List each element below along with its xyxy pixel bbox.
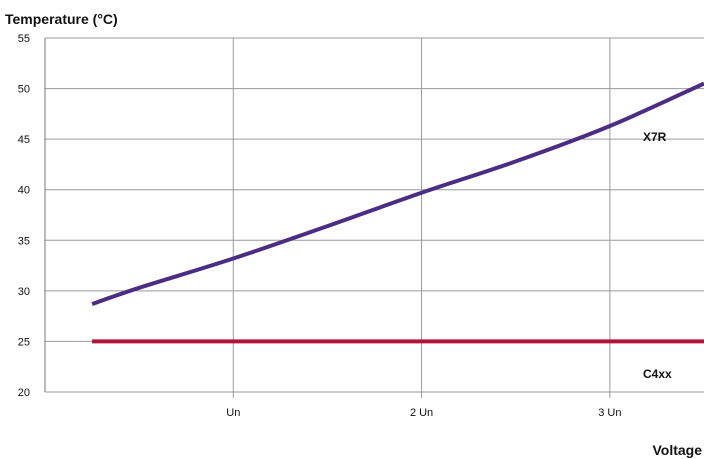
labels: 20 25 30 35 40 45 50 55 Un 2 Un 3 Un X7R C4xx (18, 33, 672, 419)
y-axis-title: Temperature (°C) (5, 11, 118, 27)
y-tick-label: 45 (18, 134, 30, 146)
grid (45, 37, 704, 398)
x-tick-label: Un (226, 407, 240, 419)
y-tick-label: 50 (18, 84, 30, 96)
y-tick-label: 25 (18, 336, 30, 348)
y-tick-label: 30 (18, 286, 30, 298)
x-axis-title: Voltage (652, 442, 702, 458)
y-tick-label: 40 (18, 185, 30, 197)
x-tick-label: 2 Un (410, 407, 433, 419)
y-tick-label: 35 (18, 235, 30, 247)
series-label-x7r: X7R (643, 130, 667, 144)
series-line-x7r (91, 81, 704, 306)
series-lines (91, 81, 704, 344)
y-tick-label: 55 (18, 33, 30, 45)
series-label-c4xx: C4xx (643, 367, 672, 381)
y-tick-label: 20 (18, 387, 30, 399)
x-tick-label: 3 Un (598, 407, 621, 419)
